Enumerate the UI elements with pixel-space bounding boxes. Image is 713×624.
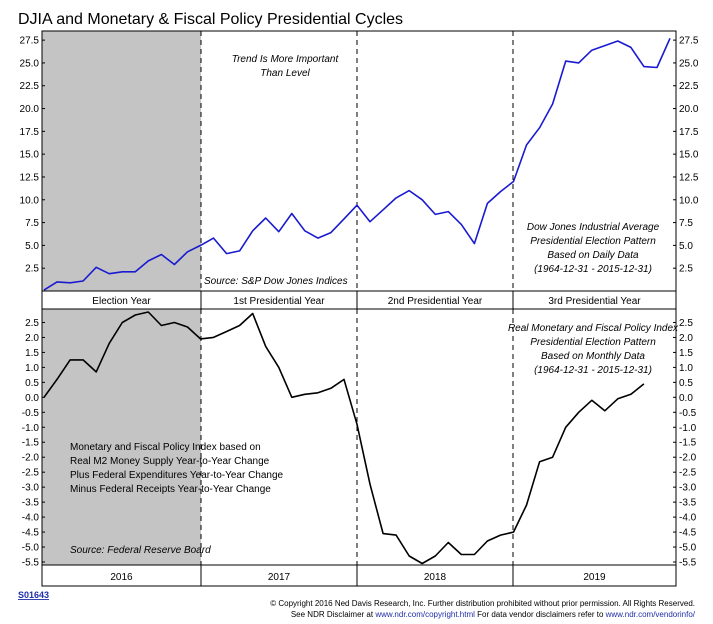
disclaimer-link[interactable]: www.ndr.com/vendorinfo/	[605, 610, 696, 619]
period-label: 1st Presidential Year	[233, 296, 325, 307]
y-tick-label-left: -3.5	[22, 498, 40, 509]
y-tick-label-right: 1.5	[679, 348, 693, 359]
shaded-region	[42, 309, 201, 565]
series-note: Real Monetary and Fiscal Policy Index	[508, 323, 679, 334]
y-tick-label-left: 7.5	[25, 218, 39, 229]
index-definition: Monetary and Fiscal Policy Index based o…	[70, 442, 261, 453]
y-tick-label-right: -1.0	[679, 423, 697, 434]
index-definition: Minus Federal Receipts Year-to-Year Chan…	[70, 484, 271, 495]
period-label: 2nd Presidential Year	[388, 296, 483, 307]
y-tick-label-left: -2.0	[22, 453, 40, 464]
y-tick-label-right: 5.0	[679, 241, 693, 252]
y-tick-label-right: -0.5	[679, 408, 697, 419]
y-tick-label-left: 0.0	[25, 393, 39, 404]
year-label: 2019	[583, 572, 606, 583]
y-tick-label-right: -2.0	[679, 453, 697, 464]
series-note: (1964-12-31 - 2015-12-31)	[534, 365, 652, 376]
y-tick-label-left: 10.0	[20, 195, 40, 206]
series-line-policy-index	[43, 311, 645, 565]
y-tick-label-right: 12.5	[679, 172, 699, 183]
y-tick-label-right: -3.0	[679, 483, 697, 494]
series-note: Presidential Election Pattern	[530, 337, 656, 348]
annotation: Than Level	[260, 68, 310, 79]
y-tick-label-left: 1.0	[25, 363, 39, 374]
y-tick-label-left: -1.0	[22, 423, 40, 434]
series-line-djia	[43, 37, 671, 291]
y-tick-label-right: -3.5	[679, 498, 697, 509]
y-tick-label-right: -1.5	[679, 438, 697, 449]
y-tick-label-right: 0.0	[679, 393, 693, 404]
series-note: Based on Daily Data	[547, 250, 639, 261]
y-tick-label-left: 27.5	[20, 36, 40, 47]
y-tick-label-right: 2.0	[679, 333, 693, 344]
disclaimer-link[interactable]: www.ndr.com/copyright.html	[374, 610, 475, 619]
series-note: (1964-12-31 - 2015-12-31)	[534, 264, 652, 275]
index-definition: Real M2 Money Supply Year-to-Year Change	[70, 456, 270, 467]
y-tick-label-right: 22.5	[679, 81, 699, 92]
y-tick-label-left: -1.5	[22, 438, 40, 449]
y-tick-label-right: 27.5	[679, 36, 699, 47]
y-tick-label-right: 10.0	[679, 195, 699, 206]
period-label: 3rd Presidential Year	[548, 296, 641, 307]
y-tick-label-left: -5.5	[22, 558, 40, 569]
y-tick-label-right: -4.5	[679, 528, 697, 539]
chart-plot-area: Election Year 1st Presidential Year 2nd Pr…	[18, 30, 699, 619]
y-tick-label-left: -4.0	[22, 513, 40, 524]
y-tick-label-left: 12.5	[20, 172, 40, 183]
chart-code: S01643	[18, 590, 49, 600]
y-tick-label-left: 17.5	[20, 127, 40, 138]
y-tick-label-right: 17.5	[679, 127, 699, 138]
y-tick-label-right: -5.5	[679, 558, 697, 569]
y-tick-label-left: 2.0	[25, 333, 39, 344]
series-note: Dow Jones Industrial Average	[527, 222, 660, 233]
y-tick-label-left: 2.5	[25, 318, 39, 329]
y-tick-label-right: 2.5	[679, 318, 693, 329]
y-tick-label-right: 25.0	[679, 58, 699, 69]
y-tick-label-left: 5.0	[25, 241, 39, 252]
y-tick-label-left: -3.0	[22, 483, 40, 494]
y-tick-label-left: -0.5	[22, 408, 40, 419]
year-label: 2016	[110, 572, 133, 583]
y-tick-label-right: 15.0	[679, 150, 699, 161]
source-note: Source: S&P Dow Jones Indices	[204, 276, 348, 287]
bottom-panel-frame	[41, 308, 677, 587]
year-label: 2018	[424, 572, 447, 583]
y-tick-label-right: 0.5	[679, 378, 693, 389]
y-tick-label-right: -5.0	[679, 543, 697, 554]
disclaimer-text: For data vendor disclaimers refer to	[475, 610, 606, 619]
y-tick-label-right: 7.5	[679, 218, 693, 229]
disclaimer-text: See NDR Disclaimer at	[291, 610, 375, 619]
annotation: Trend Is More Important	[232, 54, 340, 65]
year-label: 2017	[268, 572, 291, 583]
y-tick-label-left: 25.0	[20, 58, 40, 69]
shaded-region	[42, 31, 201, 291]
y-tick-label-left: -4.5	[22, 528, 40, 539]
y-tick-label-left: 22.5	[20, 81, 40, 92]
source-note: Source: Federal Reserve Board	[70, 545, 211, 556]
y-tick-label-left: 15.0	[20, 150, 40, 161]
y-tick-label-left: 1.5	[25, 348, 39, 359]
series-note: Based on Monthly Data	[541, 351, 645, 362]
series-note: Presidential Election Pattern	[530, 236, 656, 247]
y-tick-label-left: 0.5	[25, 378, 39, 389]
y-tick-label-right: 1.0	[679, 363, 693, 374]
y-tick-label-left: 20.0	[20, 104, 40, 115]
y-tick-label-right: 20.0	[679, 104, 699, 115]
period-label: Election Year	[92, 296, 151, 307]
index-definition: Plus Federal Expenditures Year-to-Year C…	[70, 470, 284, 481]
y-tick-label-right: 2.5	[679, 264, 693, 275]
y-tick-label-right: -2.5	[679, 468, 697, 479]
y-tick-label-left: 2.5	[25, 264, 39, 275]
y-tick-label-left: -2.5	[22, 468, 40, 479]
copyright-line: © Copyright 2016 Ned Davis Research, Inc…	[270, 599, 695, 608]
y-tick-label-right: -4.0	[679, 513, 697, 524]
y-tick-label-left: -5.0	[22, 543, 40, 554]
disclaimer-line: See NDR Disclaimer at www.ndr.com/copyri…	[291, 610, 696, 619]
chart-title: DJIA and Monetary & Fiscal Policy Presid…	[18, 11, 403, 28]
